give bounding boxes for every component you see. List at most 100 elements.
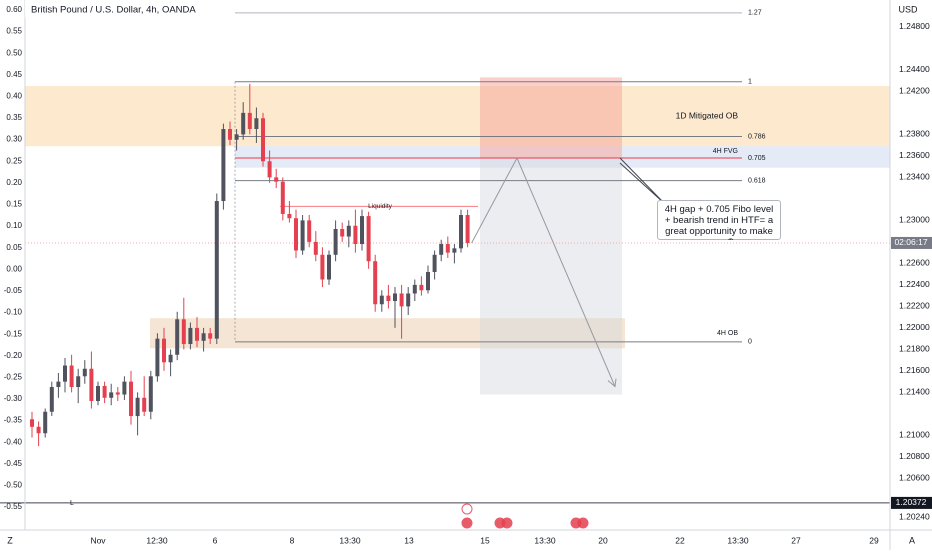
candle-body bbox=[162, 338, 166, 363]
y2-tick-label: 0.25 bbox=[6, 156, 22, 165]
event-icon bbox=[461, 503, 473, 515]
candle-body bbox=[142, 397, 147, 412]
y2-tick-label: 0.00 bbox=[6, 264, 22, 273]
y-tick-label: 1.20240 bbox=[899, 511, 930, 521]
alert-tag-bg bbox=[891, 496, 932, 509]
candle-body bbox=[188, 327, 193, 345]
candle-body bbox=[241, 112, 246, 135]
candle-body bbox=[399, 293, 404, 307]
candle-body bbox=[56, 381, 61, 388]
event-icon bbox=[501, 517, 513, 529]
candle-body bbox=[393, 293, 397, 302]
candle-body bbox=[148, 376, 153, 412]
y-tick-label: 1.20600 bbox=[899, 473, 930, 483]
candle-body bbox=[327, 254, 331, 280]
x-tick-label: 13:30 bbox=[339, 535, 361, 545]
candle-body bbox=[353, 225, 358, 245]
y-tick-label: 1.21000 bbox=[899, 430, 930, 440]
y2-tick-label: -0.50 bbox=[4, 481, 23, 490]
y-tick-label: 1.24800 bbox=[899, 21, 930, 31]
x-tick-label: 22 bbox=[675, 535, 685, 545]
y2-tick-label: -0.45 bbox=[4, 459, 23, 468]
projection bbox=[471, 156, 616, 387]
annotation: 4H gap + 0.705 Fibo level + bearish tren… bbox=[657, 200, 781, 240]
candle-body bbox=[346, 225, 351, 237]
y2-tick-label: 0.20 bbox=[6, 178, 22, 187]
y2-tick-label: 0.35 bbox=[6, 113, 22, 122]
candle-body bbox=[379, 295, 384, 305]
fib-label: 1 bbox=[748, 79, 752, 86]
fib-label: 0 bbox=[748, 339, 752, 346]
stop-zone bbox=[480, 77, 622, 159]
y2-tick-label: 0.60 bbox=[6, 5, 22, 14]
x-tick-label: 6 bbox=[213, 535, 218, 545]
candle-body bbox=[30, 419, 34, 427]
event-icon bbox=[461, 517, 473, 529]
candle-body bbox=[340, 228, 345, 237]
y-tick-label: 1.20800 bbox=[899, 451, 930, 461]
y2-tick-label: -0.30 bbox=[4, 394, 23, 403]
countdown-tag: 02:06:17 bbox=[894, 237, 927, 247]
y-tick-label: 1.23000 bbox=[899, 215, 930, 225]
x-tick-label: 27 bbox=[791, 535, 801, 545]
candle-body bbox=[452, 248, 457, 253]
candle-body bbox=[168, 354, 173, 363]
y2-tick-label: -0.40 bbox=[4, 437, 23, 446]
candle-body bbox=[181, 319, 186, 345]
y2-tick-label: -0.05 bbox=[4, 286, 23, 295]
y2-tick-label: 0.40 bbox=[6, 92, 22, 101]
candle-body bbox=[135, 397, 140, 417]
y2-tick-label: 0.30 bbox=[6, 135, 22, 144]
y-tick-label: 1.22600 bbox=[899, 258, 930, 268]
fib-label: 1.27 bbox=[748, 10, 762, 17]
candle-body bbox=[333, 228, 338, 255]
candle-body bbox=[320, 254, 325, 280]
candle-body bbox=[234, 134, 239, 140]
zone-label: 4H FVG bbox=[713, 148, 738, 155]
y2-tick-label: -0.35 bbox=[4, 416, 23, 425]
zone bbox=[150, 318, 625, 349]
y2-tick-label: 0.15 bbox=[6, 200, 22, 209]
y2-tick-label: -0.20 bbox=[4, 351, 23, 360]
candle-body bbox=[419, 284, 424, 291]
x-tick-label: 13:30 bbox=[727, 535, 749, 545]
event-icon bbox=[577, 517, 589, 529]
zone-label: 1D Mitigated OB bbox=[676, 110, 739, 120]
arrow-head bbox=[607, 378, 617, 388]
y-tick-label: 1.21400 bbox=[899, 387, 930, 397]
y2-tick-label: -0.55 bbox=[4, 502, 23, 511]
y-tick-label: 1.22400 bbox=[899, 279, 930, 289]
button-z[interactable]: Z bbox=[7, 535, 13, 545]
candle-body bbox=[254, 118, 259, 130]
x-tick-label: 20 bbox=[598, 535, 608, 545]
candle-body bbox=[109, 392, 114, 398]
title-bg bbox=[25, 0, 200, 18]
candle-body bbox=[360, 216, 364, 245]
fib-label: 0.786 bbox=[748, 133, 766, 140]
y2-tick-label: -0.25 bbox=[4, 373, 23, 382]
candle-body bbox=[115, 392, 120, 395]
y-tick-label: 1.22000 bbox=[899, 322, 930, 332]
x-tick-label: 8 bbox=[290, 535, 295, 545]
candle-body bbox=[201, 333, 206, 341]
candle-body bbox=[43, 411, 48, 434]
x-tick-label: 29 bbox=[869, 535, 879, 545]
x-tick-label: Nov bbox=[90, 535, 106, 545]
button-a[interactable]: A bbox=[909, 535, 915, 545]
candle-body bbox=[155, 338, 160, 377]
chart-title: British Pound / U.S. Dollar, 4h, OANDA bbox=[31, 5, 196, 16]
y2-tick-label: -0.10 bbox=[4, 308, 23, 317]
candle-body bbox=[82, 368, 87, 377]
y-tick-label: 1.24200 bbox=[899, 86, 930, 96]
candle-body bbox=[406, 293, 411, 307]
candle-body bbox=[89, 368, 94, 401]
candle-body bbox=[465, 215, 470, 243]
candle-body bbox=[294, 218, 298, 251]
currency: USD bbox=[898, 4, 918, 14]
y2-tick-label: 0.05 bbox=[6, 243, 22, 252]
y-tick-label: 1.23600 bbox=[899, 150, 930, 160]
y-tick-label: 1.23400 bbox=[899, 172, 930, 182]
candle-body bbox=[287, 213, 292, 219]
